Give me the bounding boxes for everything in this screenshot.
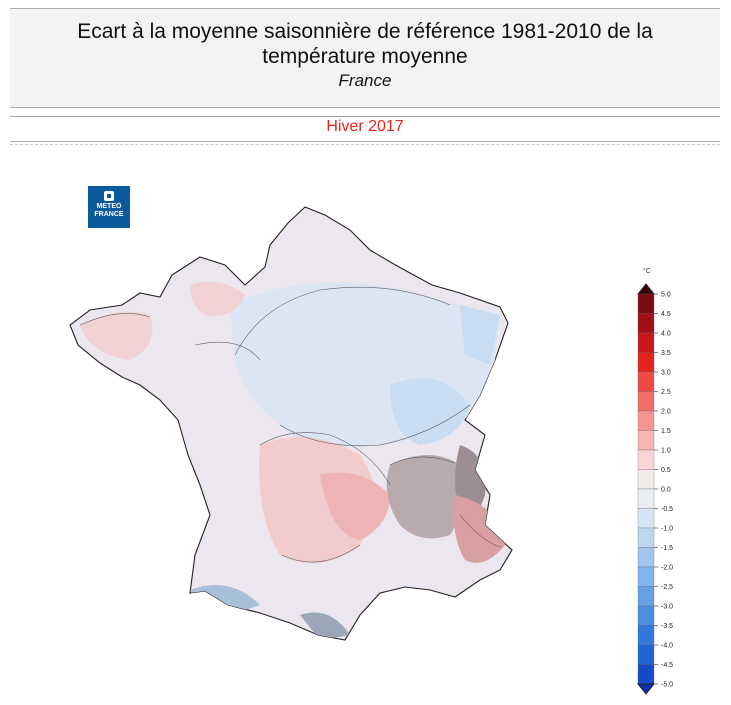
colorbar-tick-label: -5.0: [661, 682, 673, 689]
colorbar-tick-label: -2.0: [661, 565, 673, 572]
colorbar-bin: [637, 352, 655, 373]
colorbar-bin: [637, 625, 655, 646]
colorbar-tick-label: -4.0: [661, 643, 673, 650]
colorbar-tick-label: 4.0: [661, 331, 671, 338]
colorbar-tick-label: -3.5: [661, 623, 673, 630]
colorbar-bin: [637, 527, 655, 548]
colorbar-bin: [637, 488, 655, 509]
colorbar-bin: [637, 664, 655, 685]
colorbar-tick-label: 2.0: [661, 409, 671, 416]
colorbar-bin: [637, 566, 655, 587]
colorbar-bin: [637, 605, 655, 626]
colorbar-bin: [637, 313, 655, 334]
divider: [10, 116, 720, 117]
colorbar-unit: °C: [643, 268, 651, 275]
colorbar-bin: [637, 391, 655, 412]
colorbar-bin: [637, 430, 655, 451]
colorbar-bin: [637, 644, 655, 665]
colorbar-tick-label: 1.5: [661, 428, 671, 435]
colorbar-tick-label: 5.0: [661, 292, 671, 299]
colorbar-tick-label: 3.5: [661, 350, 671, 357]
logo-icon: [104, 191, 114, 201]
colorbar-tick-label: 4.5: [661, 311, 671, 318]
page-subtitle: France: [338, 71, 392, 90]
colorbar-tick-label: -3.0: [661, 604, 673, 611]
colorbar: 5.0 4.5 4.0 3.5 3.0 2.5 2.0 1.5 1.0 0.5 0.0 -0.5 -1.…: [636, 283, 673, 695]
dashed-divider: [10, 144, 720, 145]
colorbar-bin: [637, 508, 655, 529]
colorbar-tick-label: 0.0: [661, 487, 671, 494]
colorbar-tick-label: -1.0: [661, 526, 673, 533]
colorbar-bin: [637, 449, 655, 470]
colorbar-bottom-arrow: [636, 683, 656, 695]
page-title: Ecart à la moyenne saisonnière de référe…: [77, 20, 653, 68]
colorbar-top-arrow: [636, 283, 656, 295]
colorbar-tick-label: -4.5: [661, 662, 673, 669]
colorbar-tick-label: 3.0: [661, 370, 671, 377]
colorbar-tick-label: 2.5: [661, 389, 671, 396]
colorbar-tick-label: 0.5: [661, 467, 671, 474]
colorbar-bin: [637, 586, 655, 607]
colorbar-bin: [637, 410, 655, 431]
divider: [10, 141, 720, 142]
colorbar-tick-label: -0.5: [661, 506, 673, 513]
colorbar-tick-label: -1.5: [661, 545, 673, 552]
colorbar-bin: [637, 469, 655, 490]
temperature-anomaly-map: [69, 206, 513, 641]
colorbar-bin: [637, 293, 655, 314]
colorbar-bin: [637, 332, 655, 353]
colorbar-bin: [637, 547, 655, 568]
season-label: Hiver 2017: [326, 118, 404, 135]
colorbar-tick-label: 1.0: [661, 448, 671, 455]
colorbar-tick-label: -2.5: [661, 584, 673, 591]
meteo-france-logo: METEO FRANCE: [88, 186, 130, 228]
contour-lines: [79, 286, 501, 563]
colorbar-bin: [637, 371, 655, 392]
header: Ecart à la moyenne saisonnière de référe…: [10, 8, 720, 108]
